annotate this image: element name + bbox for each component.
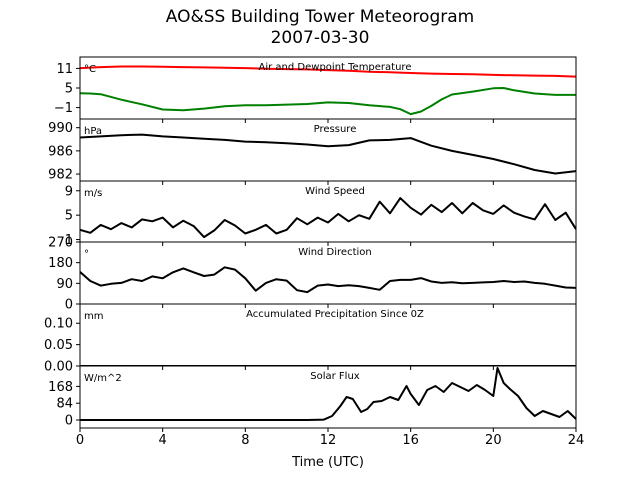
solar-flux-unit-label: W/m^2 <box>84 373 122 384</box>
pressure-series-0-line <box>80 133 576 175</box>
x-tick-label-6: 24 <box>568 433 585 448</box>
wind-speed-ytick-label-0: 9 <box>65 184 73 199</box>
wind-speed-unit-label: m/s <box>84 188 102 199</box>
pressure-panel-title: Pressure <box>314 124 357 135</box>
x-tick-label-2: 8 <box>241 433 249 448</box>
solar-flux-ytick-label-1: 84 <box>56 397 73 412</box>
wind-direction-ytick-label-3: 0 <box>65 298 73 313</box>
air-and-dewpoint-temperature-ytick-label-0: 11 <box>56 62 73 77</box>
accumulated-precipitation-since-0z-unit-label: mm <box>84 311 103 322</box>
x-tick-label-1: 4 <box>159 433 167 448</box>
wind-direction-ytick-label-0: 270 <box>48 236 73 251</box>
air-and-dewpoint-temperature-series-0-line <box>80 65 576 78</box>
chart-title-line1: AO&SS Building Tower Meteorogram <box>165 7 475 27</box>
accumulated-precipitation-since-0z-panel-title: Accumulated Precipitation Since 0Z <box>246 309 424 320</box>
accumulated-precipitation-since-0z-ytick-label-2: 0.00 <box>44 360 73 375</box>
pressure-ytick-label-2: 982 <box>48 168 73 183</box>
wind-direction-panel-title: Wind Direction <box>298 247 372 258</box>
air-and-dewpoint-temperature-unit-label: °C <box>84 64 96 75</box>
air-and-dewpoint-temperature-ytick-label-1: 5 <box>65 82 73 97</box>
pressure-ytick-label-0: 990 <box>48 121 73 136</box>
solar-flux-panel-title: Solar Flux <box>310 371 360 382</box>
pressure-ytick-label-1: 986 <box>48 144 73 159</box>
pressure-unit-label: hPa <box>84 126 102 137</box>
wind-speed-ytick-label-2: 1 <box>65 233 73 248</box>
wind-direction-unit-label: ° <box>84 249 89 260</box>
x-tick-label-4: 16 <box>402 433 419 448</box>
x-axis-label: Time (UTC) <box>291 455 364 470</box>
accumulated-precipitation-since-0z-ytick-label-1: 0.05 <box>44 338 73 353</box>
wind-speed-ytick-label-1: 5 <box>65 209 73 224</box>
x-tick-label-5: 20 <box>485 433 502 448</box>
accumulated-precipitation-since-0z-ytick-label-0: 0.10 <box>44 317 73 332</box>
air-and-dewpoint-temperature-series-1-line <box>80 87 576 116</box>
air-and-dewpoint-temperature-panel-title: Air and Dewpoint Temperature <box>259 62 412 73</box>
air-and-dewpoint-temperature-ytick-label-2: −1 <box>54 101 73 116</box>
solar-flux-series-0-line <box>80 367 576 421</box>
x-tick-label-3: 12 <box>320 433 337 448</box>
wind-direction-ytick-label-2: 90 <box>56 277 73 292</box>
x-tick-label-0: 0 <box>76 433 84 448</box>
solar-flux-ytick-label-0: 168 <box>48 380 73 395</box>
wind-direction-series-0-line <box>80 266 576 294</box>
solar-flux-ytick-label-2: 0 <box>65 414 73 429</box>
wind-direction-ytick-label-1: 180 <box>48 256 73 271</box>
wind-speed-series-0-line <box>80 197 576 239</box>
wind-speed-panel-title: Wind Speed <box>305 186 365 197</box>
chart-title-line2: 2007-03-30 <box>270 28 370 48</box>
chart-title: AO&SS Building Tower Meteorogram 2007-03… <box>0 7 640 49</box>
